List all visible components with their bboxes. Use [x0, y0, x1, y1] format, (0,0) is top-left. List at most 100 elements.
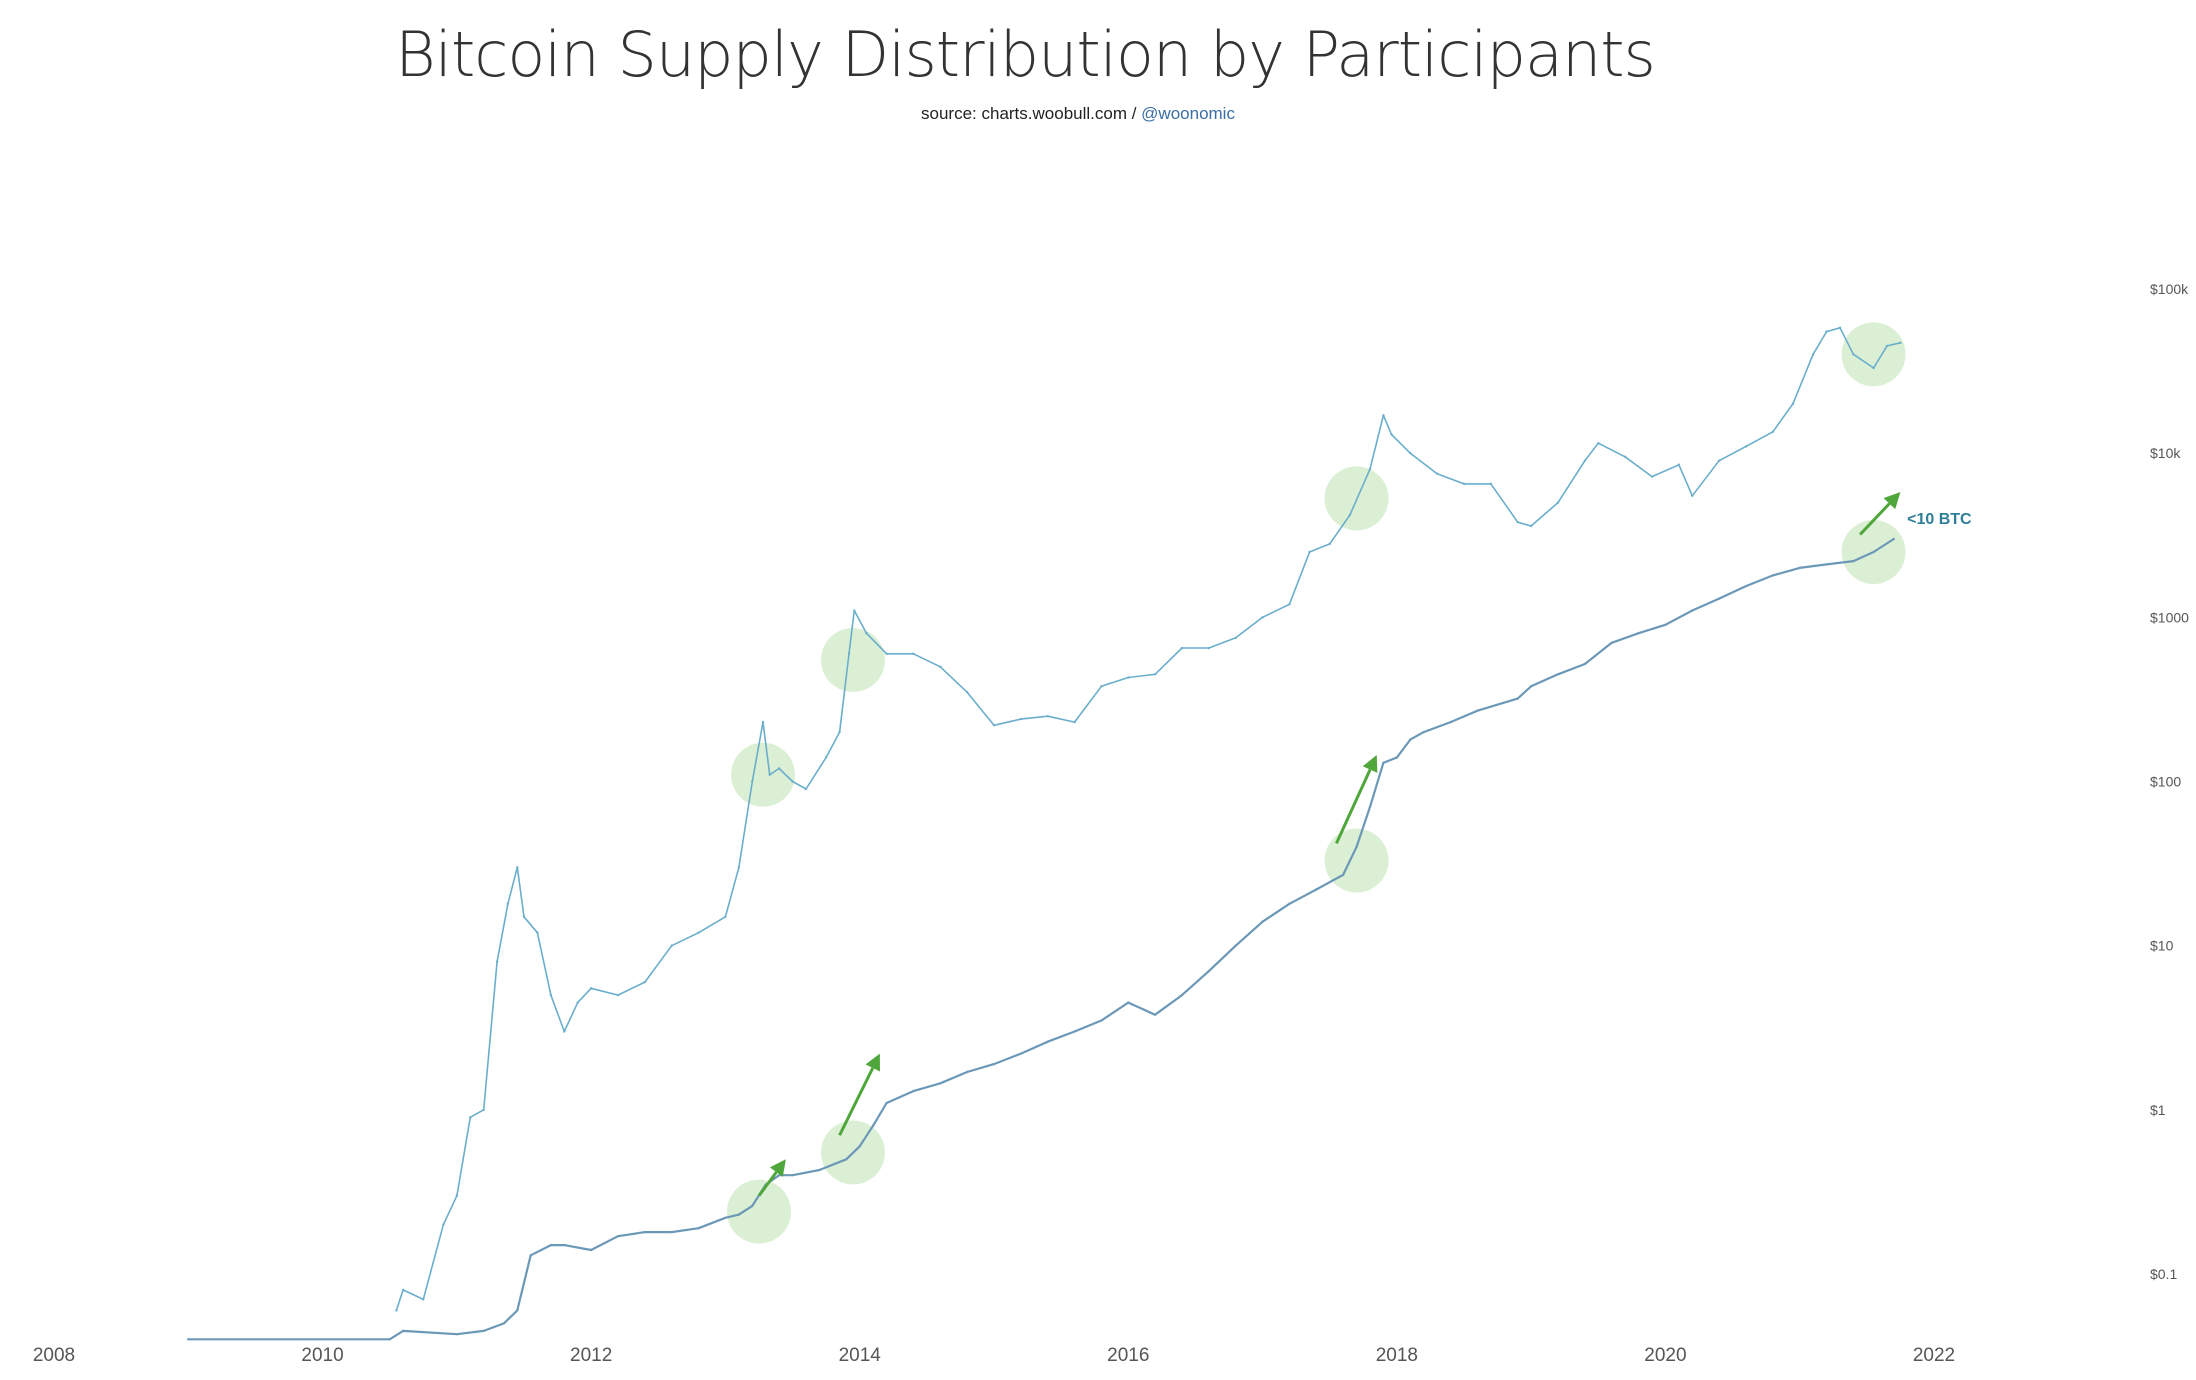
supply-line-point	[187, 1338, 190, 1341]
supply-line-point	[1691, 609, 1694, 612]
y-tick-label-1: $1	[2150, 1102, 2166, 1118]
supply-line-point	[401, 1329, 405, 1333]
supply-line-point	[482, 1329, 485, 1333]
price-line-point	[847, 652, 851, 655]
price-line-point	[516, 866, 519, 869]
price-line-point	[643, 980, 647, 984]
price-line-point	[522, 915, 526, 918]
price-line-point	[616, 993, 620, 997]
growth-arrow-head-2	[1362, 755, 1378, 773]
supply-line-point	[1341, 873, 1345, 877]
price-line-point	[401, 1288, 405, 1292]
supply-line-point	[724, 1216, 727, 1219]
supply-line-point	[965, 1070, 969, 1074]
supply-line-point	[589, 1248, 593, 1252]
supply-line-point	[1207, 969, 1211, 973]
price-line-point	[536, 931, 539, 934]
supply-line-point	[1046, 1040, 1049, 1043]
price-line-point	[1872, 366, 1875, 370]
x-axis: 2008 2010 2012 2014 2016 2018 2020 2022	[33, 1345, 1955, 1366]
price-line-point	[1597, 442, 1600, 445]
supply-line-point	[1395, 756, 1399, 759]
price-line-point	[395, 1309, 398, 1312]
supply-line-point	[1771, 574, 1775, 577]
price-line-point	[824, 756, 828, 759]
supply-line-point	[643, 1230, 647, 1234]
price-line-point	[751, 780, 754, 783]
price-line-point	[1691, 494, 1694, 497]
growth-arrow-0	[757, 1171, 778, 1197]
y-tick-label-5: $10k	[2150, 445, 2181, 461]
price-line-point	[1744, 445, 1748, 448]
growth-arrow-head-0	[769, 1159, 786, 1177]
x-tick-label-2018: 2018	[1376, 1345, 1418, 1366]
supply-line-point	[616, 1234, 620, 1238]
supply-line-point	[697, 1227, 700, 1230]
source-handle-link[interactable]: @woonomic	[1141, 104, 1235, 123]
price-line-point	[737, 866, 741, 869]
price-line-point	[563, 1030, 566, 1033]
price-line-point	[1489, 482, 1493, 486]
chart-subtitle: source: charts.woobull.com / @woonomic	[0, 104, 2156, 124]
supply-line-point	[388, 1338, 391, 1341]
supply-line-point	[1288, 902, 1291, 905]
supply-line-point	[912, 1089, 915, 1093]
price-line-point	[1390, 433, 1393, 436]
price-line-point	[1207, 646, 1211, 650]
y-tick-label-3: $100	[2150, 774, 2181, 790]
supply-line-point	[858, 1145, 861, 1148]
price-line-point	[1234, 636, 1237, 640]
price-line-point	[1899, 341, 1902, 345]
price-line-point	[885, 652, 888, 655]
supply-line-point	[871, 1124, 875, 1127]
price-line-point	[1462, 482, 1466, 486]
supply-line-point	[1516, 697, 1519, 700]
supply-line-point	[1798, 566, 1801, 570]
supply-line-point	[1261, 920, 1264, 923]
supply-line-point	[1583, 662, 1587, 666]
growth-arrow-head-3	[1883, 492, 1901, 510]
supply-line-point	[1556, 673, 1560, 676]
price-line-point	[1308, 550, 1311, 554]
supply-line-point	[1825, 563, 1828, 566]
price-line-point	[422, 1298, 425, 1301]
supply-line-point	[818, 1168, 821, 1172]
price-line-point	[939, 665, 942, 668]
supply-line-point	[845, 1158, 848, 1161]
price-line-point	[576, 1001, 579, 1004]
price-line-point	[455, 1194, 459, 1197]
supply-line-point	[885, 1101, 888, 1105]
price-line-point	[1382, 414, 1385, 417]
supply-line-point	[1610, 641, 1613, 644]
price-line-point	[1348, 513, 1352, 517]
price-line-point	[1073, 720, 1076, 724]
x-tick-label-2012: 2012	[570, 1345, 612, 1366]
x-tick-label-2016: 2016	[1107, 1345, 1149, 1366]
supply-line-point	[1355, 845, 1358, 849]
supply-line-point	[1892, 537, 1895, 541]
price-line-point	[804, 787, 808, 791]
price-line-point	[1556, 501, 1560, 504]
price-line-point	[838, 730, 841, 734]
price-line-point	[1677, 463, 1681, 466]
supply-line-point	[751, 1204, 754, 1208]
price-line-point	[1791, 402, 1795, 405]
supply-line-point	[1315, 888, 1318, 891]
price-line-point	[506, 902, 510, 905]
price-line-point	[1623, 455, 1627, 459]
y-tick-label-0: $0.1	[2150, 1266, 2177, 1282]
supply-line-point	[1529, 685, 1533, 688]
price-line-point	[1825, 330, 1828, 333]
growth-arrow-2	[1335, 768, 1372, 844]
price-line-point	[495, 960, 499, 963]
supply-line-point	[1872, 550, 1875, 554]
price-line-point	[482, 1108, 485, 1112]
price-line-point	[1328, 542, 1331, 546]
chart-title: Bitcoin Supply Distribution by Participa…	[395, 18, 1656, 91]
highlight-circle-4	[727, 1179, 791, 1244]
supply-line-point	[737, 1213, 741, 1216]
supply-line-point	[1100, 1019, 1103, 1022]
x-tick-label-2014: 2014	[839, 1345, 882, 1366]
supply-line-point	[1449, 720, 1452, 724]
supply-line-point	[1852, 559, 1855, 563]
